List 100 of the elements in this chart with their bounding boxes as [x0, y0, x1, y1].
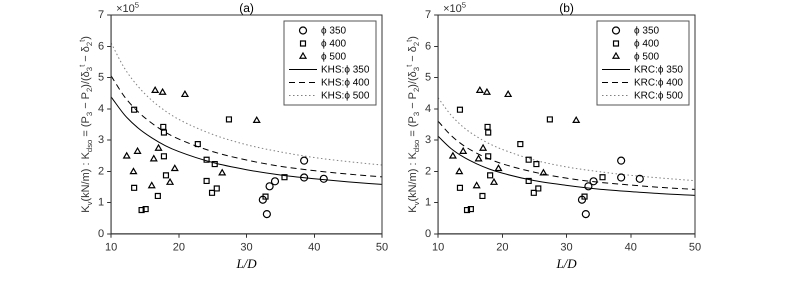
point: [142, 206, 149, 212]
y-tick-label: 0: [424, 228, 432, 240]
point: [212, 161, 218, 168]
point: [456, 106, 464, 113]
y-tick-label: 1: [424, 196, 432, 209]
point: [449, 152, 457, 159]
point: [617, 173, 626, 182]
point: [262, 210, 271, 218]
point: [546, 116, 553, 122]
point: [572, 116, 580, 123]
point: [494, 164, 502, 172]
point: [158, 88, 166, 95]
legend-label: KRC:ϕ 500: [634, 90, 684, 102]
point: [636, 174, 644, 183]
x-tick-label: 50: [376, 241, 388, 254]
x-tick-label: 40: [624, 241, 637, 254]
x-tick-label: 50: [688, 241, 702, 254]
point: [479, 192, 486, 200]
point: [485, 153, 492, 160]
point: [208, 190, 216, 196]
point: [281, 174, 288, 180]
point: [599, 174, 606, 180]
point: [218, 169, 226, 176]
point: [487, 172, 494, 178]
point: [150, 154, 158, 162]
point: [300, 156, 308, 165]
point: [581, 194, 588, 200]
point: [617, 156, 626, 165]
legend-label: ϕ 350: [321, 25, 346, 36]
point: [473, 182, 480, 188]
y-tick-label: 7: [424, 9, 432, 22]
y-tick-label: 6: [424, 40, 432, 52]
point: [131, 184, 138, 191]
point: [204, 156, 210, 163]
y-tick-label: 3: [424, 134, 432, 146]
line-series: [438, 136, 695, 196]
point: [526, 156, 532, 163]
point: [476, 86, 484, 93]
point: [160, 129, 168, 136]
point: [320, 174, 328, 183]
point: [584, 182, 592, 190]
point: [131, 106, 138, 113]
x-tick-label: 40: [308, 241, 320, 254]
point: [134, 147, 142, 154]
y-tick-label: 0: [98, 228, 104, 240]
x-tick-label: 10: [104, 241, 118, 254]
point: [484, 124, 491, 130]
point: [148, 182, 156, 188]
point: [160, 124, 166, 130]
point: [138, 206, 145, 214]
point: [258, 196, 267, 204]
point: [194, 141, 201, 148]
legend-label: KRC:ϕ 350: [634, 64, 684, 76]
point: [262, 194, 269, 200]
point: [456, 184, 464, 191]
point: [578, 196, 586, 204]
x-tick-label: 20: [172, 241, 185, 254]
legend-label: KHS:ϕ 350: [321, 64, 370, 76]
point: [474, 154, 482, 162]
point: [456, 168, 463, 174]
y-tick-label: 4: [98, 102, 104, 115]
point: [154, 144, 162, 151]
point: [162, 172, 170, 178]
y-tick-label: 7: [98, 9, 104, 22]
y-tick-label: 2: [424, 165, 432, 178]
y-tick-label: 2: [98, 165, 104, 178]
y-tick-label: 5: [424, 72, 432, 84]
point: [468, 206, 474, 212]
x-tick-label: 30: [240, 241, 253, 254]
point: [504, 90, 512, 98]
point: [160, 153, 168, 160]
x-axis-title: L/D: [235, 256, 258, 271]
point: [589, 177, 598, 186]
point: [582, 210, 590, 218]
point: [460, 147, 467, 154]
chart-title: (a): [239, 1, 254, 15]
point: [214, 185, 220, 192]
line-series: [438, 120, 695, 190]
point: [181, 90, 189, 98]
point: [540, 169, 548, 176]
legend-label: ϕ 350: [634, 25, 660, 36]
line-series: [111, 75, 382, 178]
y-tick-label: 5: [98, 72, 104, 84]
y-tick-label: 6: [98, 40, 104, 52]
point: [300, 173, 308, 182]
x-tick-label: 20: [496, 241, 508, 254]
point: [483, 88, 491, 95]
chart-title: (b): [559, 1, 574, 15]
point: [270, 177, 280, 186]
point: [526, 178, 532, 184]
y-tick-label: 3: [98, 134, 104, 146]
point: [530, 190, 537, 196]
legend-label: KRC:ϕ 400: [634, 77, 684, 88]
legend-label: ϕ 400: [634, 38, 660, 50]
legend-label: KHS:ϕ 400: [321, 77, 370, 88]
point: [533, 161, 540, 168]
legend-label: ϕ 500: [321, 51, 346, 62]
legend-label: ϕ 400: [321, 38, 346, 50]
point: [130, 168, 138, 174]
point: [479, 144, 487, 151]
